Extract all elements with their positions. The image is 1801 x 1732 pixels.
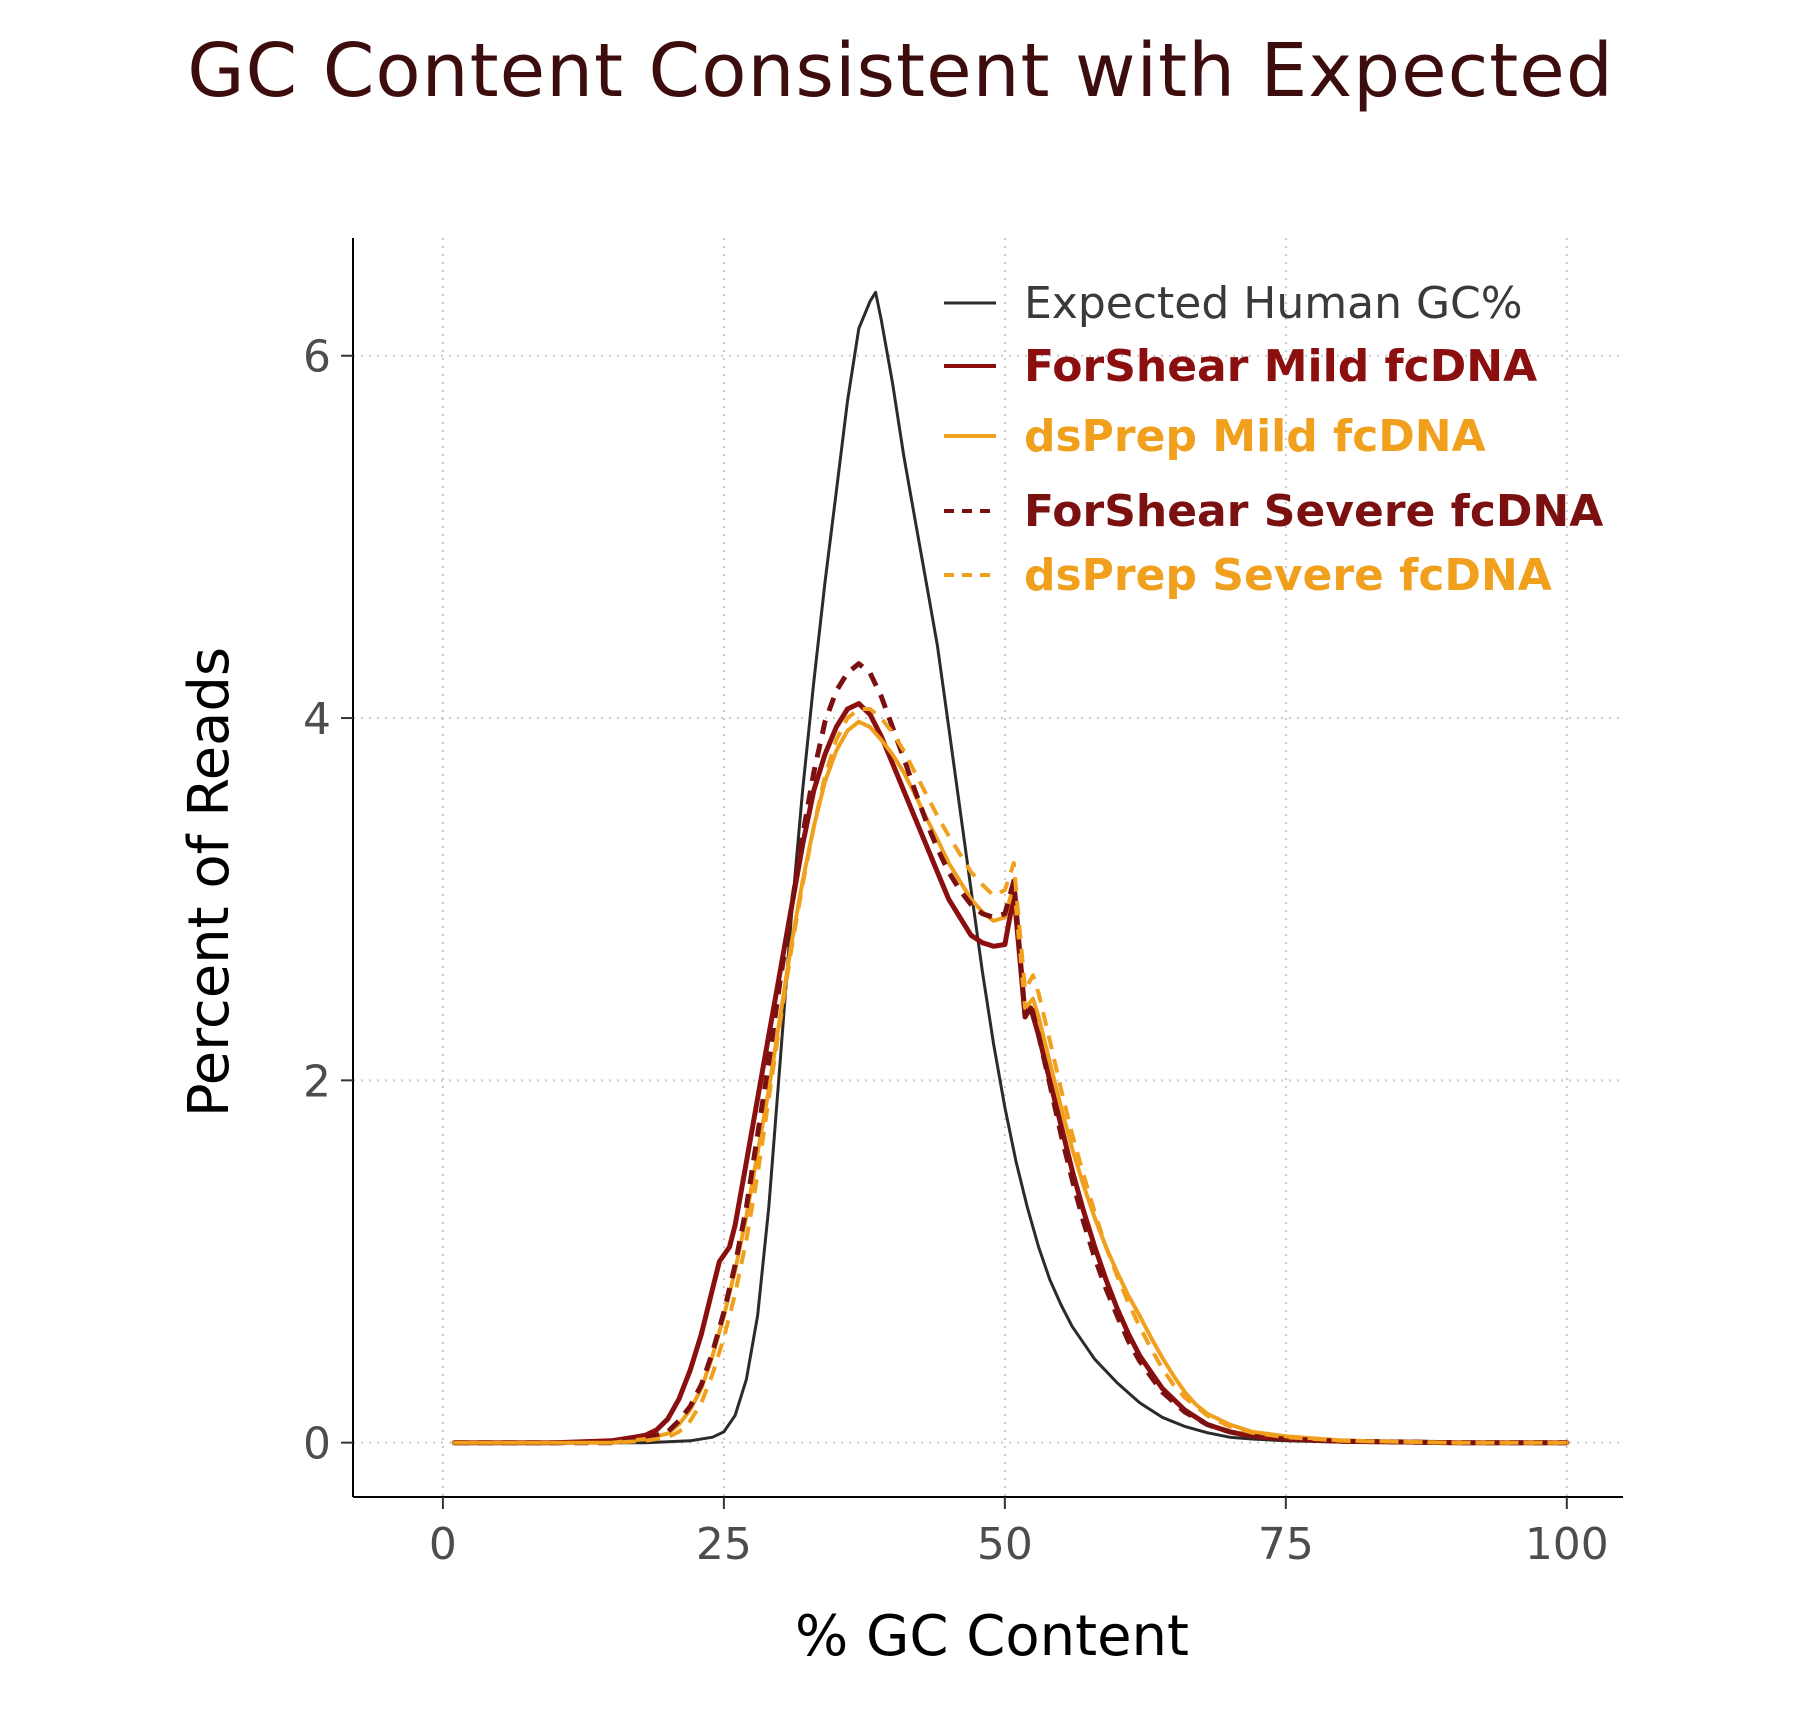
x-tick-label: 25 [696,1519,752,1570]
x-tick-label: 0 [429,1519,457,1570]
series-line-forshear-mild-fcdna [451,701,1570,1446]
y-tick-label: 0 [303,1419,331,1470]
series-lines [451,290,1570,1446]
y-tick-label: 2 [303,1056,331,1107]
legend-label: ForShear Severe fcDNA [1024,486,1603,537]
series-line-forshear-severe-fcdna [454,661,1567,1446]
x-tick-label: 50 [977,1519,1033,1570]
series-line-dsprep-mild-fcdna [452,719,1569,1445]
legend-label: dsPrep Severe fcDNA [1024,550,1552,601]
y-tick-label: 6 [303,332,331,383]
axes [341,238,1623,1509]
chart-title: GC Content Consistent with Expected [187,28,1614,114]
x-tick-label: 100 [1525,1519,1609,1570]
series-line-dsprep-severe-fcdna [454,707,1567,1445]
x-tick-label: 75 [1258,1519,1314,1570]
gridlines [353,238,1623,1497]
tick-labels: 0 25 50 75 100 0 2 4 6 [303,332,1609,1570]
legend-label: ForShear Mild fcDNA [1024,341,1537,392]
legend: Expected Human GC% ForShear Mild fcDNA dsP… [944,278,1603,601]
legend-label: dsPrep Mild fcDNA [1024,411,1486,462]
y-tick-label: 4 [303,694,331,745]
x-axis-title: % GC Content [795,1604,1189,1669]
legend-label: Expected Human GC% [1024,278,1523,329]
y-axis-title: Percent of Reads [177,647,242,1117]
series-line-expected-human-gc [452,290,1569,1445]
